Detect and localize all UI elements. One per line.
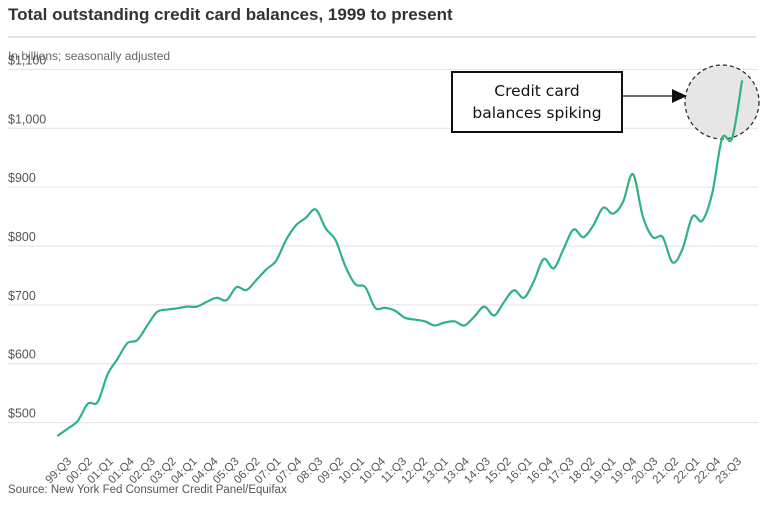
y-tick-label: $800 [8,230,36,244]
highlight-circle [684,64,760,140]
y-tick-label: $600 [8,348,36,362]
y-tick-label: $1,100 [8,53,46,67]
series-line [56,80,744,437]
chart-title: Total outstanding credit card balances, … [8,5,453,24]
chart-subtitle: In billions; seasonally adjusted [8,49,171,63]
annotation-arrow-head [672,89,687,103]
chart-source: Source: New York Fed Consumer Credit Pan… [8,484,287,496]
y-tick-label: $900 [8,171,36,185]
y-tick-label: $700 [8,289,36,303]
y-tick-label: $500 [8,407,36,421]
annotation-callout-box: Credit card balances spiking [451,71,623,133]
title-divider [8,36,756,38]
y-tick-label: $1,000 [8,112,46,126]
